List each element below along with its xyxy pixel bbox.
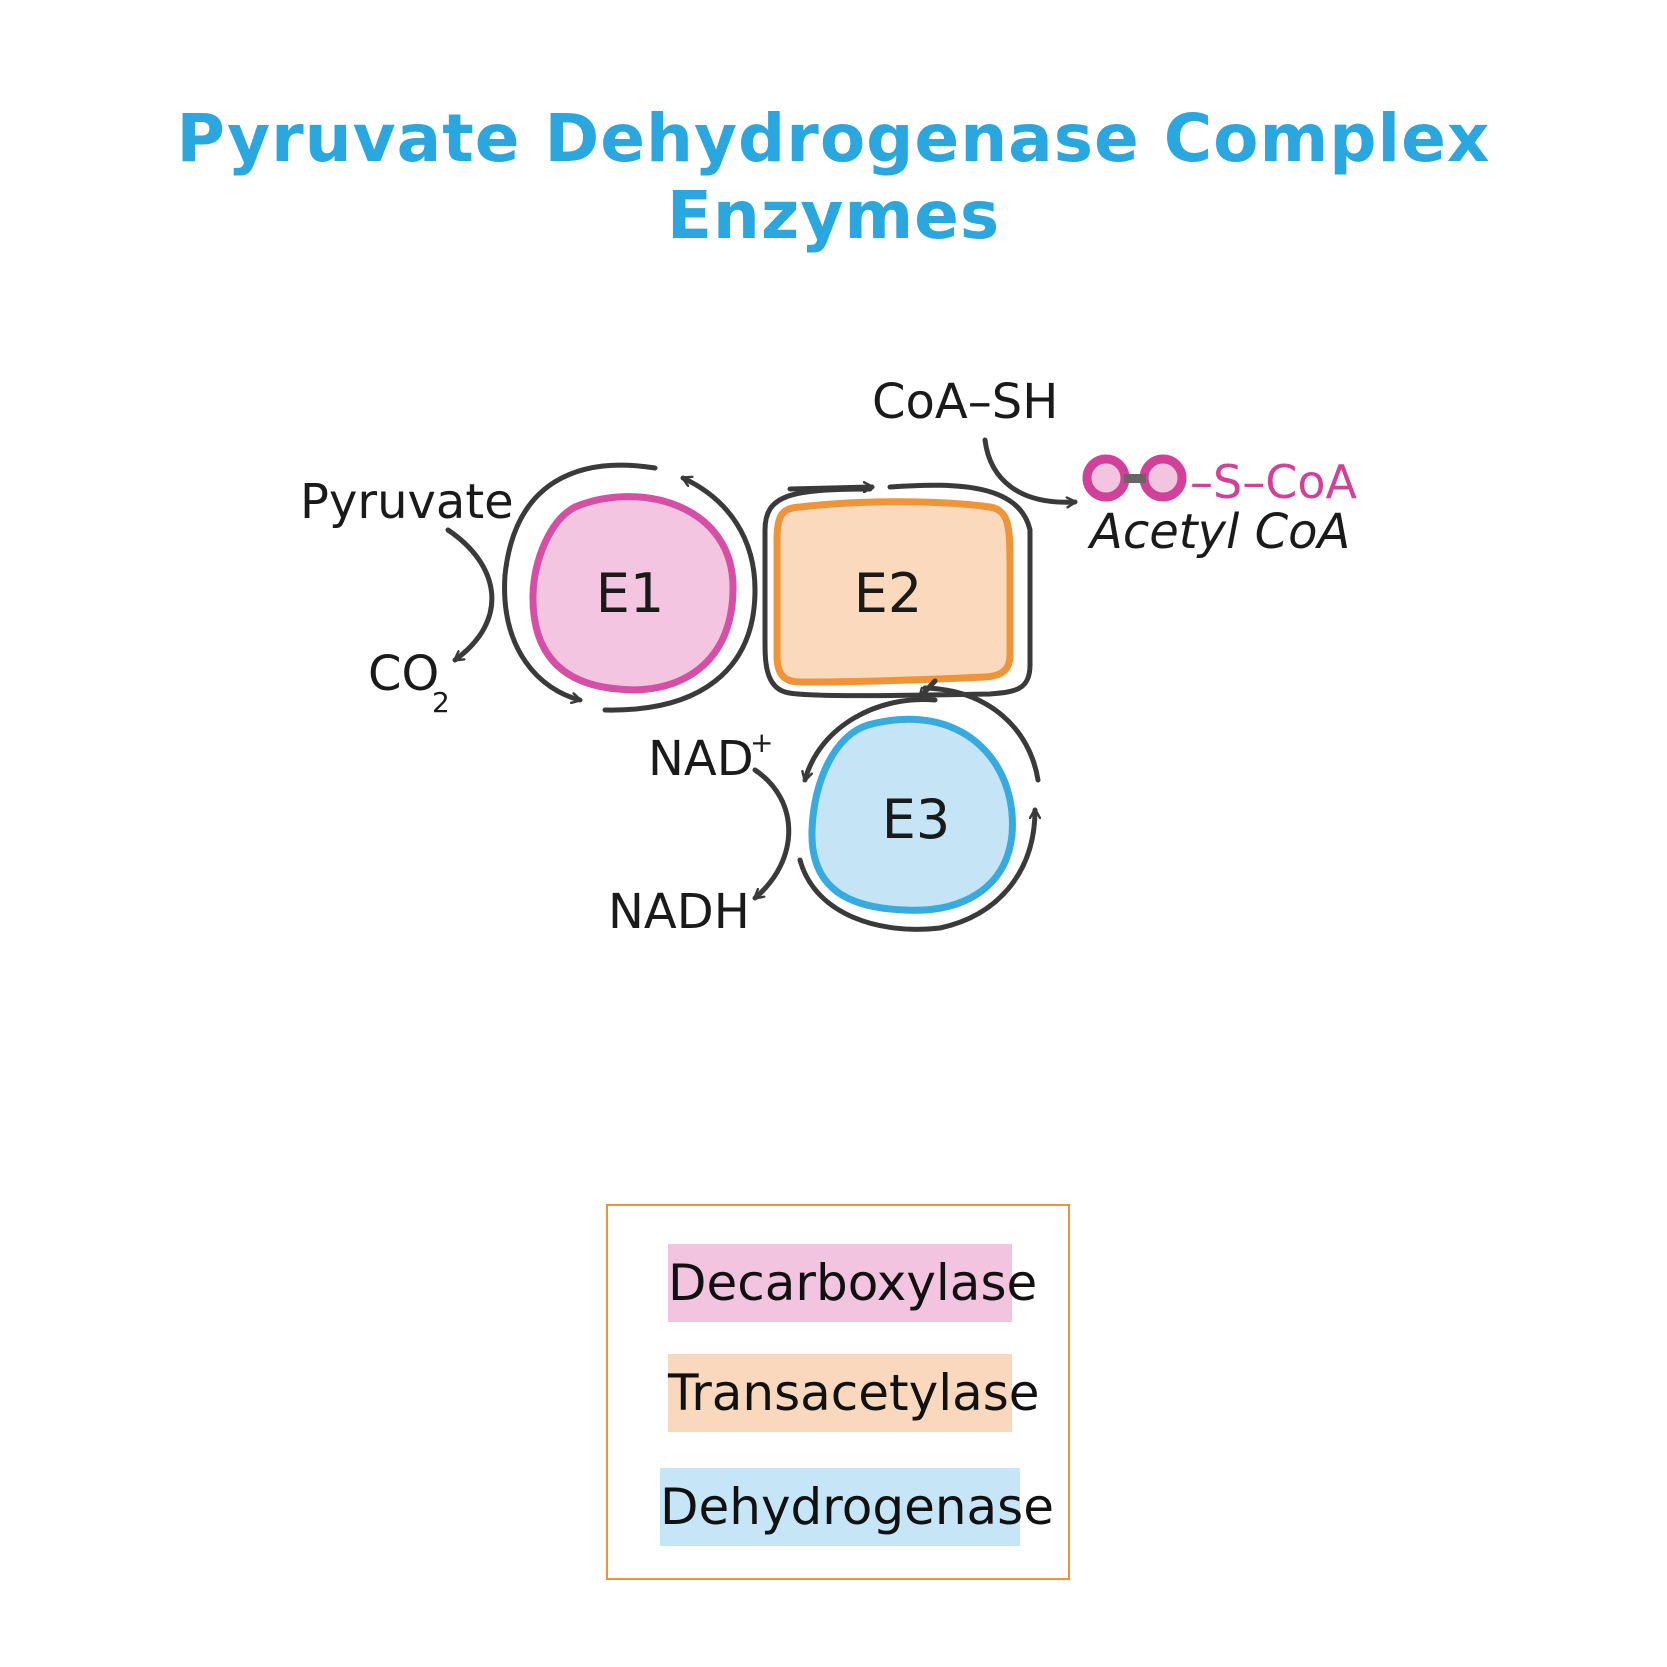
e1-label: E1: [596, 562, 664, 625]
e3-blob: [808, 715, 1016, 914]
pyruvate-to-co2-arrow: [445, 527, 495, 663]
legend-box: Decarboxylase Transacetylase Dehydrogena…: [606, 1204, 1070, 1580]
e2-blob: [773, 498, 1014, 686]
e3-cycle-arrow-right: [797, 807, 1035, 932]
nad-plus-superscript: +: [750, 726, 773, 759]
coa-sh-label: CoA–SH: [872, 374, 1058, 430]
s-coa-label: –S–CoA: [1190, 455, 1357, 509]
e2-label: E2: [854, 562, 922, 625]
acetyl-group-icon: [1082, 454, 1187, 502]
e2-node: E2: [773, 498, 1014, 686]
e2-top-arrow: [787, 487, 875, 489]
page-title: Pyruvate Dehydrogenase Complex Enzymes: [176, 100, 1491, 254]
pyruvate-label: Pyruvate: [300, 474, 514, 530]
e3-label: E3: [882, 788, 950, 851]
e2-e3-connector-arrow: [917, 678, 938, 700]
nad-to-nadh-arrow: [752, 767, 792, 901]
nadh-label: NADH: [608, 884, 750, 940]
legend-item-transacetylase: Transacetylase: [668, 1354, 1040, 1432]
legend-item-decarboxylase: Decarboxylase: [668, 1244, 1037, 1322]
e1-node: E1: [529, 493, 737, 694]
e3-cycle-arrow-top: [922, 685, 1041, 783]
acetyl-coa-label: Acetyl CoA: [1087, 504, 1350, 560]
legend-item-dehydrogenase: Dehydrogenase: [660, 1468, 1054, 1546]
co2-subscript: 2: [432, 686, 450, 719]
co2-label: CO: [368, 646, 439, 702]
e3-node: E3: [808, 715, 1016, 914]
coa-sh-to-acetyl-arrow: [982, 437, 1078, 502]
nad-plus-label: NAD: [648, 731, 754, 787]
e1-blob: [529, 493, 737, 694]
e2-outer-arrow: [762, 482, 1033, 699]
e1-cycle-arrow-left: [502, 462, 658, 700]
e3-cycle-arrow-left: [805, 696, 938, 783]
e1-cycle-arrow-right: [602, 475, 758, 713]
